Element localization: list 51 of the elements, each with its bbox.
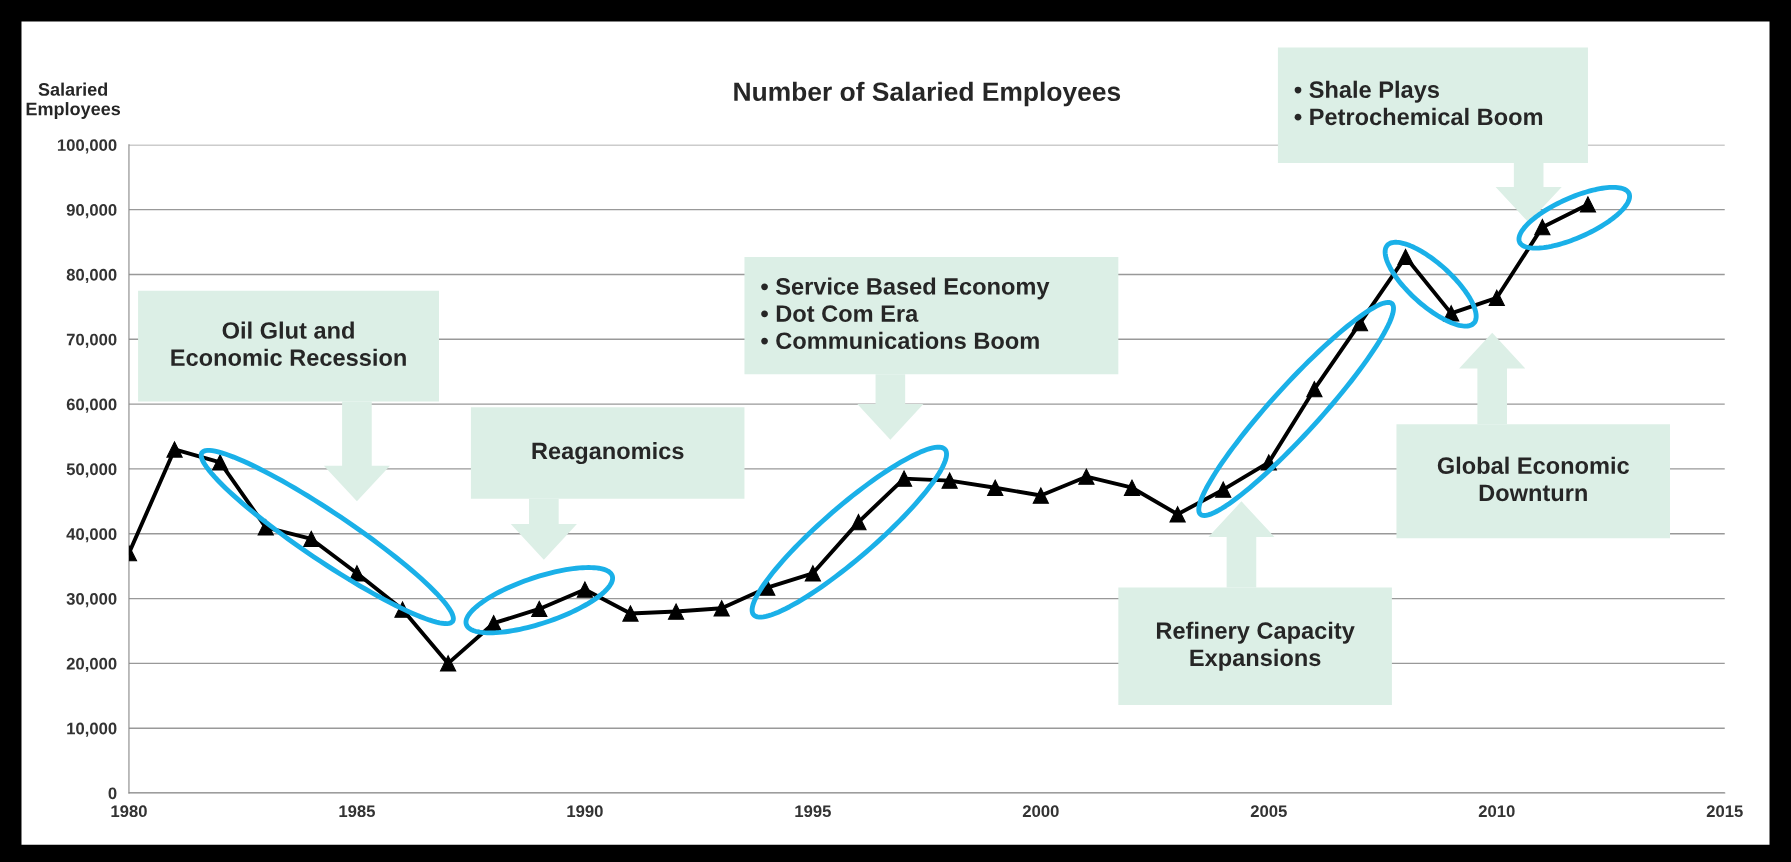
text: • Shale Plays • Petrochemical Boom [1294,80,1543,126]
point [576,581,594,598]
point [1032,487,1049,504]
point [531,600,548,618]
chart-title: Number of Salaried Employees [734,81,1121,107]
x-tick-label: 1980 [111,805,147,818]
annotation: Reaganomics [532,441,684,465]
y-tick-label: 70,000 [66,333,117,348]
x-tick-label: 1995 [795,805,831,818]
y-tick-label: 80,000 [66,268,117,284]
annotation: Oil Glut and Economic Recession [171,321,406,366]
point [987,479,1004,496]
point [1306,381,1323,398]
point [667,603,685,620]
point [166,441,183,458]
point [1215,481,1232,498]
y-tick-label: 50,000 [66,463,117,478]
point [850,513,867,531]
y-tick-label: 90,000 [66,204,117,219]
point [622,605,639,622]
y-tick-label: 60,000 [66,398,117,413]
x-tick-label: 2005 [1250,805,1287,818]
y-tick-label: 100,000 [57,139,117,154]
point [1579,196,1597,213]
x-tick-label: 2000 [1022,805,1059,818]
point [941,472,958,489]
point [1078,468,1095,485]
annotation: • Service Based Economy • Dot Com Era • Communications Boom [761,277,1050,350]
point [713,600,730,617]
point [1397,248,1414,266]
y-axis-title: Salaried Employees [26,82,121,119]
x-tick-label: 1990 [567,805,603,818]
point [1123,479,1141,496]
y-tick-label: 10,000 [67,722,117,737]
point [895,470,913,487]
annotation: Refinery Capacity Expansions [1156,621,1355,671]
point [1534,218,1551,236]
point [303,530,320,548]
point [1488,289,1505,306]
y-tick-label: 20,000 [66,657,117,673]
point [439,655,457,672]
x-tick-label: 1985 [339,805,375,818]
point [1169,506,1186,523]
annotation: Global Economic Downturn [1437,456,1629,502]
point [211,454,229,471]
x-tick-label: 2015 [1706,805,1743,818]
x-tick-label: 2010 [1478,805,1515,818]
y-tick-label: 0 [108,787,117,800]
point [804,565,822,582]
y-tick-label: 30,000 [66,592,117,608]
y-tick-label: 40,000 [66,528,117,543]
